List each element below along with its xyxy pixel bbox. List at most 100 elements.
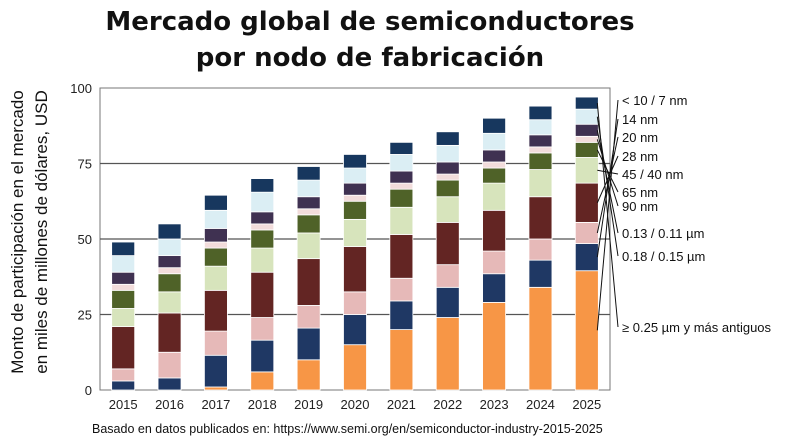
bar-segment-2017-1: [204, 354, 228, 388]
bar-segment-2018-6: [250, 223, 275, 231]
bar-segment-2021-8: [389, 154, 414, 172]
bar-segment-2018-7: [250, 211, 275, 225]
bar-segment-2021-5: [389, 188, 414, 208]
bar-segment-2025-0: [574, 270, 599, 391]
legend-leader-6: [596, 139, 619, 207]
bar-segment-2022-7: [435, 161, 460, 175]
bar-segment-2022-0: [435, 317, 460, 391]
legend-label-2: 20 nm: [622, 130, 658, 145]
bar-segment-2021-6: [389, 182, 414, 190]
bar-segment-2022-1: [435, 286, 460, 318]
bar-segment-2016-4: [157, 291, 182, 314]
bar-segment-2021-3: [389, 234, 414, 279]
legend-leader-9: [596, 103, 619, 328]
bar-segment-2018-8: [250, 191, 275, 213]
bar-segment-2019-0: [296, 359, 321, 391]
bar-segment-2019-9: [296, 166, 321, 181]
bar-segment-2016-9: [157, 223, 182, 240]
chart-title-line-2: por nodo de fabricación: [195, 43, 545, 73]
bar-segment-2022-2: [435, 264, 460, 288]
bar-segment-2017-6: [204, 241, 228, 249]
bar-segment-2025-2: [574, 221, 599, 244]
x-tick-label-2024: 2024: [526, 397, 555, 412]
bar-segment-2016-1: [157, 377, 182, 391]
bar-segment-2017-9: [204, 194, 228, 211]
bar-segment-2025-5: [574, 141, 599, 158]
bar-segment-2020-6: [343, 194, 367, 202]
bar-segment-2025-8: [574, 108, 599, 125]
bar-segment-2022-8: [435, 144, 460, 163]
bar-segment-2016-3: [157, 312, 182, 353]
chart-title-line-1: Mercado global de semiconductores: [105, 7, 635, 37]
bar-segment-2017-2: [204, 330, 228, 356]
bar-segment-2024-7: [528, 134, 553, 148]
legend-label-7: 0.13 / 0.11 µm: [622, 226, 704, 241]
x-tick-label-2015: 2015: [109, 397, 138, 412]
bar-segment-2015-4: [111, 308, 136, 327]
bar-segment-2017-3: [204, 289, 228, 332]
bar-segment-2024-6: [528, 146, 553, 154]
bar-segment-2020-3: [343, 246, 367, 293]
bar-segment-2018-0: [250, 371, 275, 391]
x-tick-label-2023: 2023: [480, 397, 509, 412]
bar-segment-2019-4: [296, 232, 321, 260]
bar-segment-2021-1: [389, 300, 414, 331]
bar-segment-2018-4: [250, 247, 275, 273]
legend-label-4: 45 / 40 nm: [622, 167, 683, 182]
legend-label-1: 14 nm: [622, 112, 658, 127]
bar-segment-2024-1: [528, 259, 553, 288]
bar-segment-2020-8: [343, 167, 367, 184]
bar-segment-2024-9: [528, 105, 553, 121]
bar-segment-2015-8: [111, 255, 136, 273]
chart-title: Mercado global de semiconductores por no…: [80, 4, 660, 76]
bar-segment-2017-8: [204, 209, 228, 229]
bar-segment-2021-9: [389, 141, 414, 155]
y-tick-label-50: 50: [78, 232, 92, 247]
bar-segment-2015-3: [111, 326, 136, 370]
bar-segment-2020-9: [343, 154, 367, 169]
bar-segment-2017-7: [204, 228, 228, 243]
bar-segment-2024-2: [528, 238, 553, 261]
x-tick-label-2018: 2018: [248, 397, 277, 412]
bar-segment-2016-5: [157, 273, 182, 293]
bar-segment-2022-5: [435, 179, 460, 198]
bar-segment-2018-9: [250, 178, 275, 193]
bar-segment-2021-0: [389, 329, 414, 391]
legend-label-8: 0.18 / 0.15 µm: [622, 249, 705, 264]
x-tick-label-2021: 2021: [387, 397, 416, 412]
legend-label-9: ≥ 0.25 µm y más antiguos: [622, 320, 772, 335]
bar-segment-2024-0: [528, 286, 553, 391]
bar-segment-2023-0: [482, 302, 506, 391]
bar-segment-2021-2: [389, 277, 414, 302]
legend-leader-5: [596, 149, 619, 193]
bar-segment-2015-1: [111, 380, 136, 391]
bar-segment-2016-8: [157, 238, 182, 257]
bar-segment-2022-3: [435, 221, 460, 266]
bar-segment-2022-4: [435, 196, 460, 223]
y-tick-label-100: 100: [70, 81, 92, 96]
bar-segment-2024-3: [528, 196, 553, 240]
bar-segment-2023-8: [482, 132, 506, 151]
bar-segment-2020-2: [343, 291, 367, 315]
bar-segment-2020-4: [343, 218, 367, 247]
bar-segment-2024-5: [528, 152, 553, 170]
bar-segment-2015-7: [111, 271, 136, 285]
bar-segment-2025-9: [574, 96, 599, 110]
bar-segment-2019-3: [296, 258, 321, 306]
x-tick-label-2016: 2016: [155, 397, 184, 412]
bar-segment-2017-4: [204, 265, 228, 291]
x-tick-label-2020: 2020: [341, 397, 370, 412]
bar-segment-2021-7: [389, 170, 414, 184]
source-note: Basado en datos publicados en: https://w…: [92, 422, 603, 436]
legend-label-6: 90 nm: [622, 199, 658, 214]
bar-segment-2025-6: [574, 135, 599, 143]
bar-segment-2018-1: [250, 339, 275, 373]
bar-segment-2023-9: [482, 117, 506, 134]
y-tick-label-75: 75: [78, 157, 92, 172]
bar-segment-2019-7: [296, 196, 321, 210]
bar-segment-2024-4: [528, 169, 553, 198]
bar-segment-2022-9: [435, 131, 460, 146]
bar-segment-2019-6: [296, 208, 321, 216]
x-tick-label-2022: 2022: [433, 397, 462, 412]
